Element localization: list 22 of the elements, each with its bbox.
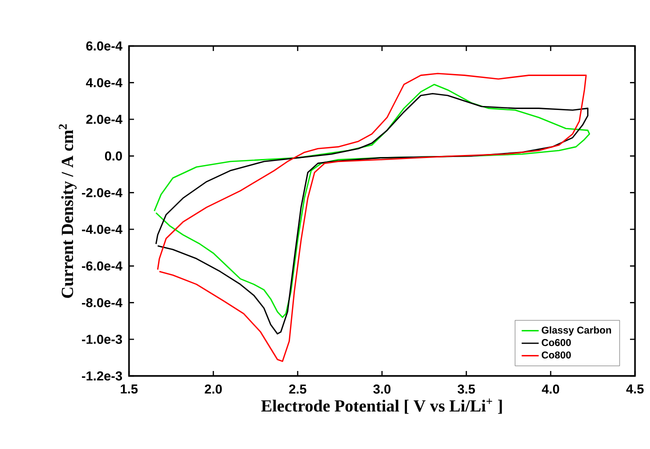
legend-label: Glassy Carbon <box>542 326 612 336</box>
x-tick-label: 3.5 <box>458 384 475 394</box>
x-tick-label: 3.0 <box>373 384 390 394</box>
y-tick-label: -8.0e-4 <box>82 298 122 308</box>
y-tick-label: -1.2e-3 <box>82 371 122 381</box>
y-tick-label: -6.0e-4 <box>82 261 122 271</box>
y-tick-label: 4.0e-4 <box>86 78 122 88</box>
x-tick-label: 4.5 <box>626 384 644 394</box>
x-tick-label: 2.0 <box>204 384 222 394</box>
x-tick-label: 1.5 <box>120 384 138 394</box>
y-tick-label: -4.0e-4 <box>82 224 122 234</box>
legend-label: Co600 <box>542 339 571 346</box>
y-axis-title: Current Density / A cm$^{2}$ <box>58 124 77 298</box>
y-tick-label: 2.0e-4 <box>86 114 122 124</box>
y-tick-label: 6.0e-4 <box>86 41 122 51</box>
legend-label: Co800 <box>542 351 571 359</box>
x-axis-title: Electrode Potential [ V vs Li/Li$^{+}$ ] <box>261 398 502 414</box>
y-tick-label: -2.0e-4 <box>82 188 122 198</box>
y-tick-label: 0.0 <box>105 151 122 161</box>
x-tick-label: 4.0 <box>542 384 560 394</box>
x-tick-label: 2.5 <box>289 384 306 394</box>
y-tick-label: -1.0e-3 <box>82 334 122 344</box>
